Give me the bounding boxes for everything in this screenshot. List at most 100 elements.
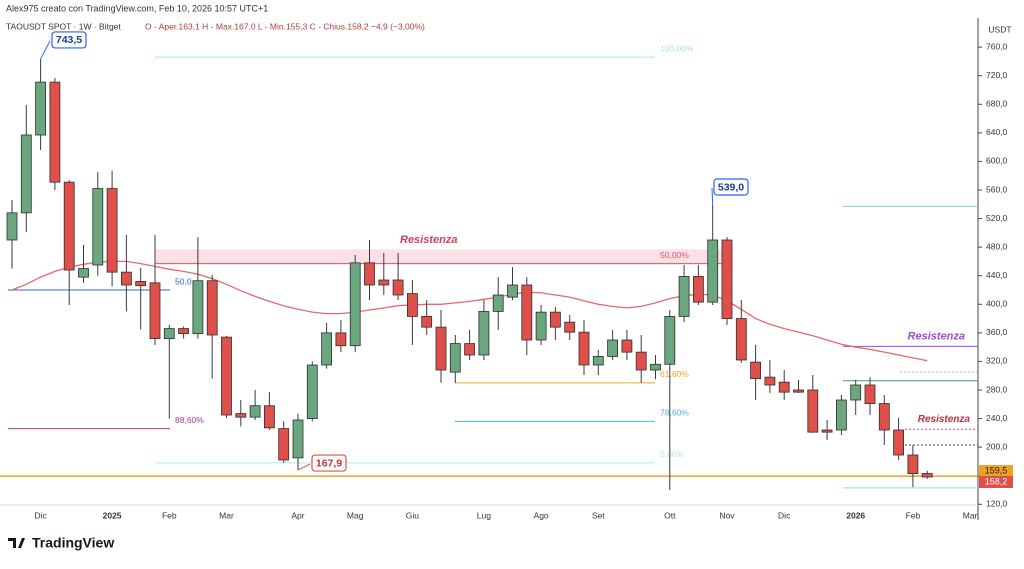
candle-body [621, 339, 633, 353]
candle-body [278, 428, 290, 461]
candle-body [292, 419, 304, 459]
candle-body [392, 279, 404, 296]
y-axis-label: USDT [988, 24, 1011, 34]
price-tag [979, 465, 1013, 478]
x-tick-label: Mag [347, 510, 364, 520]
y-tick-label: 400,0 [986, 299, 1008, 309]
price-tag-label: 159,5 [985, 465, 1008, 475]
candle-body [592, 356, 604, 366]
zone-label: Resistenza [918, 414, 971, 425]
candle-body [92, 188, 104, 266]
candle-body [63, 181, 75, 271]
candle-body [735, 318, 747, 361]
candle-body [335, 332, 347, 347]
candle-body [135, 281, 147, 287]
candle-body [206, 280, 218, 336]
callout-label: 743,5 [56, 34, 82, 46]
x-tick-label: Lug [477, 510, 491, 520]
candle-body [807, 389, 819, 433]
candle-body [78, 268, 89, 278]
y-tick-label: 440,0 [986, 270, 1008, 280]
moving-average [11, 260, 928, 362]
y-tick-label: 320,0 [986, 356, 1008, 366]
x-tick-label: Set [592, 510, 605, 520]
candle-body [664, 316, 676, 365]
candle-body [306, 364, 318, 419]
zone-label: Resistenza [400, 234, 457, 246]
x-tick-label: Ago [534, 510, 549, 520]
candle-body [49, 81, 61, 183]
x-tick-label: Giu [406, 510, 420, 520]
candle-body [149, 282, 161, 339]
x-tick-label: Nov [719, 510, 735, 520]
candle-body [750, 361, 761, 379]
brand: TradingView [32, 535, 114, 551]
candle-body [893, 429, 904, 456]
candle-body [550, 311, 561, 328]
candle-body [349, 262, 361, 347]
x-tick-label: Feb [906, 510, 921, 520]
candle-body [521, 284, 533, 341]
candle-body [764, 376, 776, 386]
y-tick-label: 560,0 [986, 184, 1008, 194]
y-tick-label: 520,0 [986, 213, 1008, 223]
callout-pointer [40, 40, 51, 60]
candle-body [20, 134, 32, 214]
candle-body [406, 293, 418, 317]
y-tick-label: 120,0 [986, 499, 1008, 509]
y-tick-label: 760,0 [986, 41, 1008, 51]
candle-body [492, 294, 504, 312]
level-label: 100,00% [660, 43, 694, 53]
callout-pointer [711, 187, 714, 206]
y-tick-label: 680,0 [986, 99, 1008, 109]
candle-body [693, 276, 704, 303]
callout-label: 539,0 [718, 181, 744, 193]
x-tick-label: Mar [963, 510, 978, 520]
x-tick-label: 2026 [846, 510, 865, 520]
candle-body [607, 339, 618, 357]
candle-body [163, 328, 175, 339]
zone-label: Resistenza [908, 330, 965, 342]
level-label: 50,0 [175, 276, 192, 286]
candle-body [821, 429, 833, 433]
callout-label: 167,9 [316, 457, 342, 469]
x-tick-label: Ott [664, 510, 676, 520]
x-tick-label: Apr [291, 510, 304, 520]
level-label: 61,60% [660, 369, 689, 379]
candle-body [221, 336, 232, 416]
y-tick-label: 480,0 [986, 241, 1008, 251]
chart-title: Alex975 creato con TradingView.com, Feb … [6, 3, 268, 13]
price-tag-label: 158,2 [985, 476, 1008, 486]
candle-body [778, 381, 790, 393]
x-tick-label: 2025 [103, 510, 122, 520]
candle-body [535, 311, 547, 341]
candle-body [635, 351, 647, 371]
level-label: 88,60% [175, 415, 204, 425]
candle-body [35, 81, 46, 136]
y-tick-label: 640,0 [986, 127, 1008, 137]
candle-body [178, 328, 190, 334]
callout-pointer [297, 463, 311, 471]
x-tick-label: Mar [219, 510, 234, 520]
candle-body [449, 343, 461, 373]
logo-mark [8, 538, 25, 548]
candle-body [850, 384, 862, 401]
ohlc-legend: O - Aper.163,1 H - Max.167,0 L - Min.155… [145, 21, 425, 31]
x-tick-label: Dic [34, 510, 47, 520]
candle-body [249, 405, 261, 418]
candle-body [106, 188, 118, 273]
x-tick-label: Dic [778, 510, 791, 520]
candle-body [864, 384, 876, 404]
candle-body [907, 454, 919, 474]
resistance-zone [155, 249, 727, 265]
candle-body [478, 311, 490, 356]
candle-body [263, 405, 275, 429]
level-label: 0,00% [660, 449, 685, 459]
candle-body [421, 316, 433, 328]
candle-body [678, 276, 690, 317]
y-tick-label: 720,0 [986, 70, 1008, 80]
candle-body [721, 239, 733, 319]
candle-body [464, 343, 476, 356]
candle-body [650, 363, 661, 371]
